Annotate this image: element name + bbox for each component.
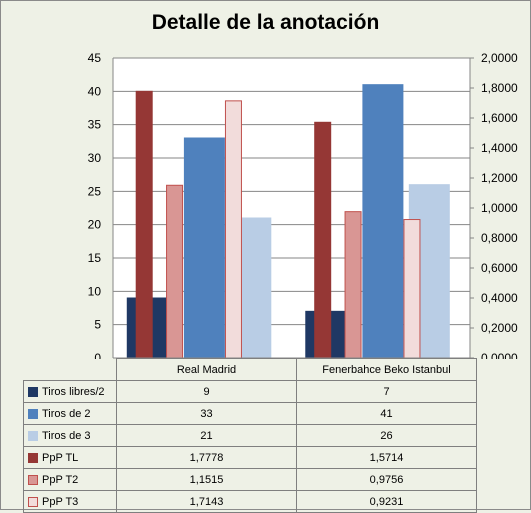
legend-entry: PpP T3: [23, 490, 117, 513]
y-right-tick-label: 1,6000: [481, 111, 518, 125]
bar-ppp-t2: [344, 211, 362, 359]
legend-swatch: [28, 496, 38, 507]
y-left-tick-label: 40: [88, 84, 102, 98]
bar-tiros-de-2: [362, 84, 404, 359]
y-left-tick-label: 30: [88, 151, 102, 165]
y-left-tick-label: 35: [88, 118, 102, 132]
legend-entry: PpP T2: [23, 468, 117, 491]
data-table-row: Tiros de 2 33 41: [23, 402, 477, 425]
data-table-cell: 0,9231: [296, 490, 477, 513]
legend-entry: Tiros libres/2: [23, 380, 117, 403]
legend-label: PpP T2: [42, 473, 79, 486]
legend-entry: Tiros de 2: [23, 402, 117, 425]
data-table-cell: 26: [296, 424, 477, 447]
y-right-tick-label: 1,2000: [481, 171, 518, 185]
data-table-row: PpP TL 1,7778 1,5714: [23, 446, 477, 469]
category-label: Real Madrid: [116, 358, 297, 381]
bar-ppp-t2: [166, 184, 184, 359]
y-left-tick-label: 25: [88, 184, 102, 198]
legend-label: PpP T3: [42, 495, 79, 508]
data-table-cell: 0,9756: [296, 468, 477, 491]
y-right-tick-label: 0,6000: [481, 261, 518, 275]
data-table-cell: 41: [296, 402, 477, 425]
legend-label: Tiros de 3: [42, 429, 91, 442]
legend-label: Tiros de 2: [42, 407, 91, 420]
y-right-tick-label: 1,0000: [481, 201, 518, 215]
y-right-tick-label: 0,8000: [481, 231, 518, 245]
legend-swatch: [28, 430, 38, 441]
y-left-tick-label: 45: [88, 51, 102, 65]
bar-ppp-tl: [314, 121, 332, 359]
y-left-tick-label: 0: [94, 351, 101, 359]
bar-ppp-t3: [403, 219, 421, 359]
y-left-tick-label: 20: [88, 218, 102, 232]
legend-swatch: [28, 386, 38, 397]
data-table-cell: 9: [116, 380, 297, 403]
chart-title: Detalle de la anotación: [151, 11, 380, 34]
data-table-cell: 33: [116, 402, 297, 425]
y-left-tick-label: 15: [88, 251, 102, 265]
data-table-cell: 1,7778: [116, 446, 297, 469]
data-table-cell: 1,7143: [116, 490, 297, 513]
y-right-tick-label: 0,0000: [481, 351, 518, 359]
plot-area: 0 5 10 15 20 25 30 35 40 45 0,0000 0,2000 0,4000 0,60…: [88, 51, 518, 359]
category-label: Fenerbahce Beko Istanbul: [296, 358, 477, 381]
data-table: Real Madrid Fenerbahce Beko Istanbul Tir…: [23, 358, 477, 513]
y-right-tick-label: 0,4000: [481, 291, 518, 305]
y-right-tick-label: 0,2000: [481, 321, 518, 335]
data-table-cell: 1,1515: [116, 468, 297, 491]
legend-swatch: [28, 408, 38, 419]
data-table-header: Real Madrid Fenerbahce Beko Istanbul: [23, 358, 477, 381]
bar-ppp-tl: [135, 90, 153, 359]
data-table-row: PpP T3 1,7143 0,9231: [23, 490, 477, 513]
data-table-cell: 21: [116, 424, 297, 447]
legend-label: Tiros libres/2: [42, 385, 105, 398]
bar-tiros-de-2: [183, 137, 225, 359]
y-left-tick-label: 10: [88, 284, 102, 298]
data-table-cell: 7: [296, 380, 477, 403]
y-right-tick-label: 1,8000: [481, 81, 518, 95]
legend-swatch: [28, 452, 38, 463]
y-right-tick-label: 1,4000: [481, 141, 518, 155]
data-table-row: PpP T2 1,1515 0,9756: [23, 468, 477, 491]
data-table-row: Tiros libres/2 9 7: [23, 380, 477, 403]
legend-entry: PpP TL: [23, 446, 117, 469]
data-table-corner: [23, 358, 117, 381]
legend-entry: Tiros de 3: [23, 424, 117, 447]
legend-swatch: [28, 474, 38, 485]
data-table-row: Tiros de 3 21 26: [23, 424, 477, 447]
legend-label: PpP TL: [42, 451, 79, 464]
y-left-tick-label: 5: [94, 318, 101, 332]
y-right-tick-label: 2,0000: [481, 51, 518, 65]
data-table-cell: 1,5714: [296, 446, 477, 469]
bar-ppp-t3: [224, 100, 242, 359]
